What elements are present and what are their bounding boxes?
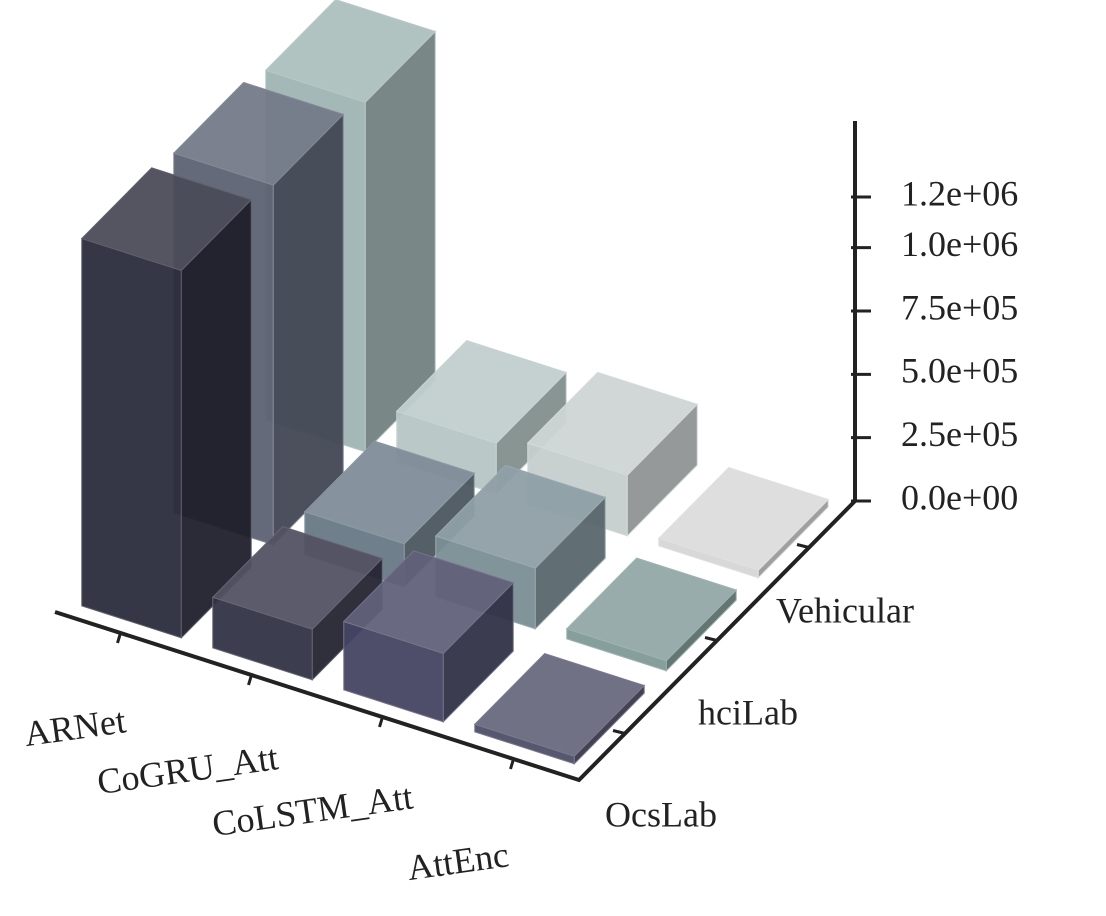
bar-top — [473, 653, 646, 757]
bar-top — [565, 557, 738, 662]
z-tick-label: 2.5e+05 — [901, 414, 1018, 454]
bar-top — [434, 464, 607, 569]
x-tick — [247, 674, 253, 686]
z-tick-label: 0.0e+00 — [901, 477, 1018, 517]
bar-top — [526, 371, 699, 476]
y-tick — [704, 636, 718, 642]
bar-top — [80, 167, 253, 272]
y-tick-label: hciLab — [698, 692, 798, 732]
bar — [80, 167, 253, 640]
x-tick — [116, 632, 122, 644]
y-tick-label: OcsLab — [605, 794, 717, 834]
axis-line — [54, 499, 857, 783]
y-tick-label: Vehicular — [776, 590, 914, 630]
z-tick-label: 1.0e+06 — [901, 224, 1018, 264]
bar-top — [342, 550, 515, 654]
z-tick-label: 1.2e+06 — [901, 173, 1018, 213]
bar-top — [395, 339, 568, 444]
bar-front — [81, 237, 182, 639]
bar-top — [657, 467, 830, 571]
bar — [565, 557, 738, 673]
bar — [473, 653, 646, 766]
x-tick-label: AttEnc — [405, 834, 512, 888]
bar-top — [211, 525, 384, 630]
bar — [657, 467, 830, 580]
x-tick-label: CoLSTM_Att — [210, 776, 416, 844]
bar-top — [303, 440, 476, 545]
x-tick — [378, 716, 384, 728]
y-tick — [612, 729, 626, 735]
x-tick — [509, 758, 515, 770]
bar-top — [264, 0, 437, 103]
bar-top — [172, 81, 345, 186]
z-tick-label: 5.0e+05 — [901, 351, 1018, 391]
bar-side — [272, 113, 344, 547]
bar — [342, 550, 515, 724]
z-tick-label: 7.5e+05 — [901, 287, 1018, 327]
x-tick-label: CoGRU_Att — [95, 737, 281, 802]
y-tick — [796, 543, 810, 549]
x-tick-label: ARNet — [22, 700, 129, 754]
